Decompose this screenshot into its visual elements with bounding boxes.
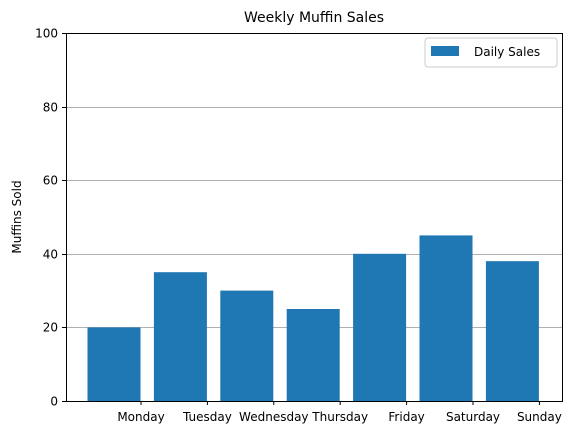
bar	[353, 254, 406, 401]
x-tick-label: Thursday	[311, 410, 368, 424]
y-axis-label: Muffins Sold	[10, 180, 24, 253]
y-tick-label: 0	[50, 395, 58, 409]
bar	[220, 291, 273, 401]
y-tick-label: 20	[43, 321, 58, 335]
x-axis-ticks: Monday Tuesday Wednesday Thursday Friday Satu…	[117, 401, 562, 424]
bar	[154, 272, 207, 401]
x-tick-label: Saturday	[446, 410, 500, 424]
legend: Daily Sales	[425, 38, 557, 67]
y-tick-label: 100	[35, 27, 58, 41]
y-tick-label: 60	[43, 174, 58, 188]
legend-swatch	[431, 46, 459, 56]
chart-title: Weekly Muffin Sales	[244, 10, 384, 26]
y-tick-label: 80	[43, 101, 58, 115]
x-tick-label: Friday	[388, 410, 424, 424]
bar	[486, 261, 539, 401]
y-axis-ticks: 0 20 40 60 80 100	[35, 27, 66, 409]
y-tick-label: 40	[43, 248, 58, 262]
bar	[88, 327, 141, 401]
bars	[88, 235, 539, 401]
x-tick-label: Monday	[117, 410, 164, 424]
bar	[287, 309, 340, 401]
x-tick-label: Sunday	[517, 410, 562, 424]
x-tick-label: Wednesday	[239, 410, 308, 424]
bar	[420, 235, 473, 401]
x-tick-label: Tuesday	[182, 410, 232, 424]
legend-label: Daily Sales	[474, 45, 540, 59]
